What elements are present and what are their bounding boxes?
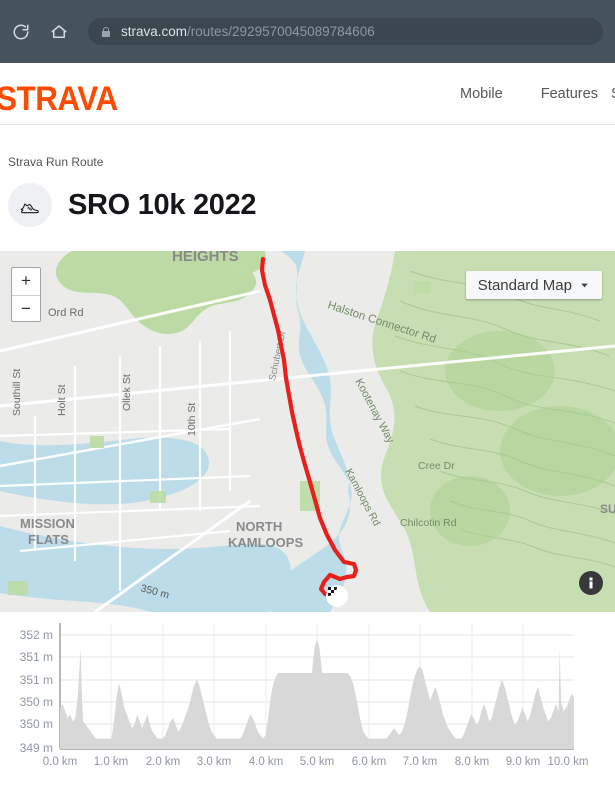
svg-text:1.0 km: 1.0 km: [94, 756, 129, 768]
svg-text:FLATS: FLATS: [28, 532, 69, 547]
svg-text:Chilcotin Rd: Chilcotin Rd: [400, 517, 457, 529]
svg-text:KAMLOOPS: KAMLOOPS: [228, 535, 303, 550]
svg-text:349 m: 349 m: [20, 741, 53, 755]
svg-text:5.0 km: 5.0 km: [300, 756, 335, 768]
svg-text:Cree Dr: Cree Dr: [418, 460, 455, 472]
svg-text:3.0 km: 3.0 km: [197, 756, 232, 768]
svg-text:351 m: 351 m: [20, 673, 53, 687]
svg-text:350 m: 350 m: [20, 717, 53, 731]
svg-text:10th St: 10th St: [186, 403, 198, 436]
svg-text:350 m: 350 m: [20, 695, 53, 709]
svg-text:HEIGHTS: HEIGHTS: [172, 251, 239, 265]
svg-text:0.0 km: 0.0 km: [43, 756, 78, 768]
svg-text:NORTH: NORTH: [236, 519, 282, 534]
svg-text:Ollek St: Ollek St: [121, 374, 133, 411]
svg-text:Ord Rd: Ord Rd: [48, 307, 83, 319]
svg-text:8.0 km: 8.0 km: [455, 756, 490, 768]
svg-text:SUN: SUN: [600, 502, 615, 516]
svg-text:2.0 km: 2.0 km: [146, 756, 181, 768]
svg-text:7.0 km: 7.0 km: [403, 756, 438, 768]
svg-text:Holt St: Holt St: [56, 384, 68, 416]
svg-text:Southill St: Southill St: [11, 369, 23, 416]
svg-text:MISSION: MISSION: [20, 516, 75, 531]
svg-text:9.0 km: 9.0 km: [506, 756, 541, 768]
svg-text:10.0 km: 10.0 km: [548, 756, 589, 768]
svg-text:351 m: 351 m: [20, 650, 53, 664]
svg-text:6.0 km: 6.0 km: [352, 756, 387, 768]
svg-text:4.0 km: 4.0 km: [249, 756, 284, 768]
svg-text:352 m: 352 m: [20, 628, 53, 642]
